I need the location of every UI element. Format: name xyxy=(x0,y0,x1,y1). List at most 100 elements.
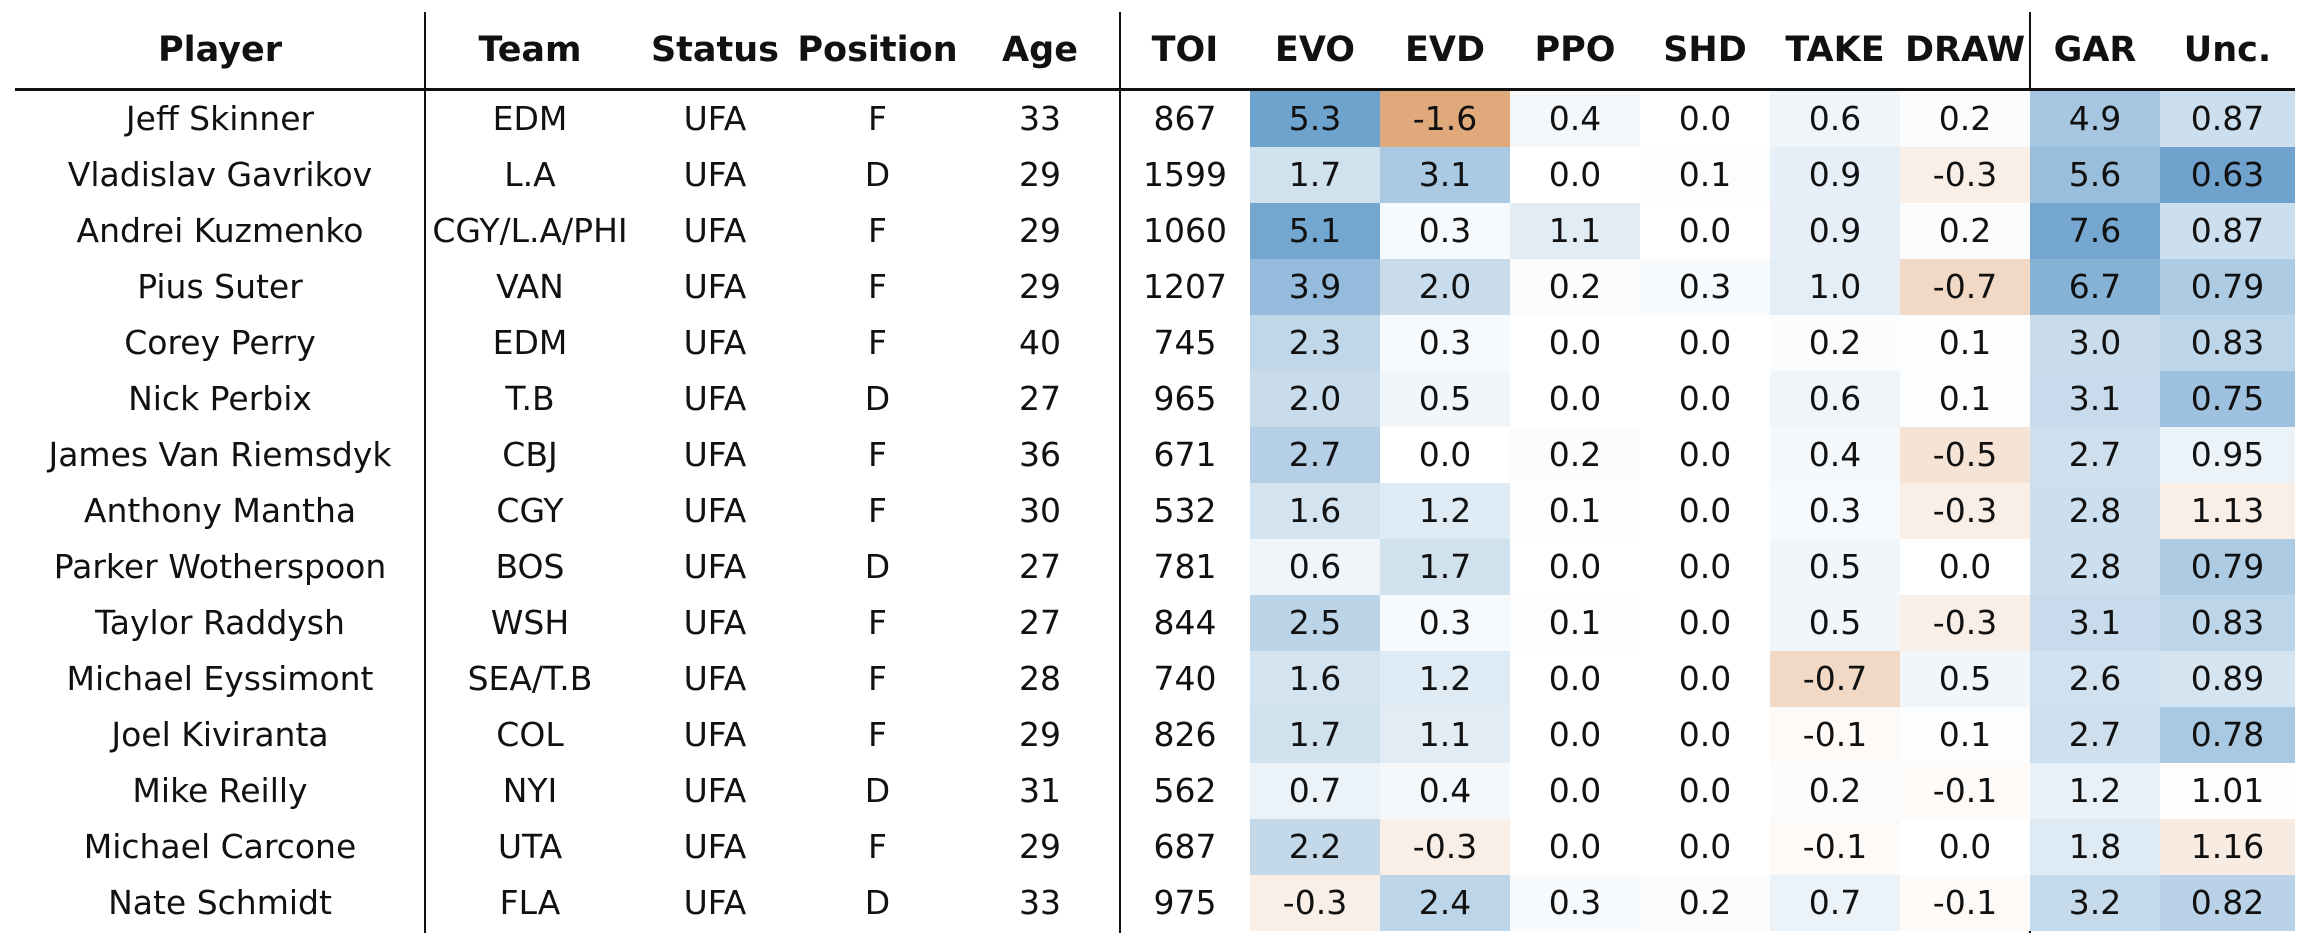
cell-draw: 0.1 xyxy=(1900,707,2030,763)
cell-gar: 2.7 xyxy=(2030,707,2160,763)
cell-ppo: 0.0 xyxy=(1510,147,1640,203)
cell-shd: 0.2 xyxy=(1640,875,1770,931)
cell-player: Jeff Skinner xyxy=(125,99,315,138)
cell-draw: -0.1 xyxy=(1900,763,2030,819)
cell-status: UFA xyxy=(683,547,747,586)
cell-take: 0.6 xyxy=(1770,91,1900,147)
cell-team: CBJ xyxy=(502,435,558,474)
cell-take: 0.2 xyxy=(1770,763,1900,819)
cell-ppo: 0.0 xyxy=(1510,819,1640,875)
cell-ppo: 0.0 xyxy=(1510,371,1640,427)
cell-position: F xyxy=(868,323,887,362)
cell-evd: 0.3 xyxy=(1380,595,1510,651)
cell-draw: -0.5 xyxy=(1900,427,2030,483)
cell-evd: -1.6 xyxy=(1380,91,1510,147)
cell-position: D xyxy=(864,771,891,810)
cell-team: COL xyxy=(496,715,564,754)
cell-player: Joel Kiviranta xyxy=(111,715,329,754)
cell-evo: 2.2 xyxy=(1250,819,1380,875)
cell-age: 36 xyxy=(1019,435,1061,474)
cell-draw: -0.3 xyxy=(1900,147,2030,203)
cell-team: VAN xyxy=(496,267,564,306)
cell-gar: 2.6 xyxy=(2030,651,2160,707)
cell-position: F xyxy=(868,827,887,866)
header-evo: EVO xyxy=(1274,30,1356,70)
cell-gar: 3.2 xyxy=(2030,875,2160,931)
cell-unc: 0.82 xyxy=(2160,875,2295,931)
cell-team: T.B xyxy=(505,379,555,418)
cell-evd: -0.3 xyxy=(1380,819,1510,875)
cell-draw: 0.5 xyxy=(1900,651,2030,707)
cell-status: UFA xyxy=(683,491,747,530)
cell-unc: 0.79 xyxy=(2160,259,2295,315)
cell-draw: -0.7 xyxy=(1900,259,2030,315)
cell-evo: 1.7 xyxy=(1250,147,1380,203)
cell-position: D xyxy=(864,155,891,194)
cell-toi: 1060 xyxy=(1143,211,1227,250)
cell-player: Nick Perbix xyxy=(128,379,312,418)
cell-status: UFA xyxy=(683,883,747,922)
cell-take: 0.5 xyxy=(1770,595,1900,651)
cell-gar: 3.1 xyxy=(2030,371,2160,427)
cell-toi: 1599 xyxy=(1143,155,1227,194)
cell-evd: 0.0 xyxy=(1380,427,1510,483)
cell-age: 29 xyxy=(1019,715,1061,754)
cell-take: 0.7 xyxy=(1770,875,1900,931)
header-ppo: PPO xyxy=(1534,30,1616,70)
cell-age: 27 xyxy=(1019,547,1061,586)
cell-age: 33 xyxy=(1019,883,1061,922)
cell-evo: 5.1 xyxy=(1250,203,1380,259)
cell-ppo: 0.2 xyxy=(1510,427,1640,483)
cell-draw: 0.1 xyxy=(1900,371,2030,427)
cell-draw: 0.0 xyxy=(1900,539,2030,595)
cell-toi: 740 xyxy=(1153,659,1217,698)
cell-draw: -0.3 xyxy=(1900,595,2030,651)
cell-team: EDM xyxy=(492,323,568,362)
cell-draw: -0.3 xyxy=(1900,483,2030,539)
cell-evd: 1.1 xyxy=(1380,707,1510,763)
cell-take: -0.7 xyxy=(1770,651,1900,707)
cell-shd: 0.0 xyxy=(1640,371,1770,427)
cell-shd: 0.0 xyxy=(1640,427,1770,483)
header-status: Status xyxy=(650,30,780,70)
cell-team: CGY xyxy=(496,491,564,530)
cell-team: WSH xyxy=(490,603,570,642)
cell-age: 29 xyxy=(1019,827,1061,866)
cell-evo: 0.6 xyxy=(1250,539,1380,595)
cell-evo: -0.3 xyxy=(1250,875,1380,931)
cell-gar: 6.7 xyxy=(2030,259,2160,315)
cell-evd: 0.3 xyxy=(1380,203,1510,259)
cell-ppo: 0.3 xyxy=(1510,875,1640,931)
header-shd: SHD xyxy=(1663,30,1747,70)
cell-draw: -0.1 xyxy=(1900,875,2030,931)
cell-gar: 3.1 xyxy=(2030,595,2160,651)
cell-toi: 671 xyxy=(1153,435,1217,474)
cell-gar: 7.6 xyxy=(2030,203,2160,259)
header-evd: EVD xyxy=(1404,30,1486,70)
cell-unc: 0.75 xyxy=(2160,371,2295,427)
cell-gar: 2.7 xyxy=(2030,427,2160,483)
cell-take: 0.9 xyxy=(1770,147,1900,203)
cell-status: UFA xyxy=(683,267,747,306)
cell-gar: 1.2 xyxy=(2030,763,2160,819)
cell-team: UTA xyxy=(497,827,563,866)
cell-player: Anthony Mantha xyxy=(83,491,357,530)
cell-gar: 2.8 xyxy=(2030,483,2160,539)
cell-toi: 687 xyxy=(1153,827,1217,866)
cell-toi: 844 xyxy=(1153,603,1217,642)
cell-player: Michael Eyssimont xyxy=(66,659,374,698)
cell-evd: 2.4 xyxy=(1380,875,1510,931)
cell-take: 0.2 xyxy=(1770,315,1900,371)
cell-position: F xyxy=(868,715,887,754)
cell-shd: 0.0 xyxy=(1640,595,1770,651)
cell-evo: 5.3 xyxy=(1250,91,1380,147)
cell-evo: 1.7 xyxy=(1250,707,1380,763)
header-toi: TOI xyxy=(1151,30,1219,70)
header-gar: GAR xyxy=(2053,30,2137,70)
cell-take: 0.6 xyxy=(1770,371,1900,427)
cell-draw: 0.2 xyxy=(1900,91,2030,147)
cell-evd: 1.2 xyxy=(1380,483,1510,539)
cell-ppo: 0.4 xyxy=(1510,91,1640,147)
cell-status: UFA xyxy=(683,155,747,194)
cell-toi: 1207 xyxy=(1143,267,1227,306)
